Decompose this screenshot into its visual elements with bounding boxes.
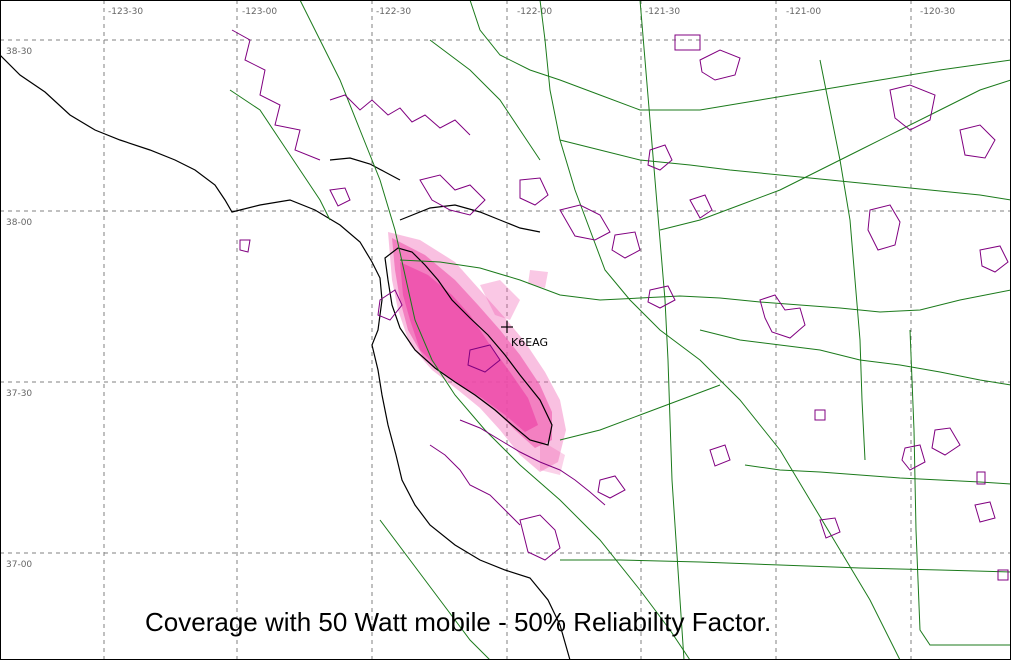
latitude-labels: 38-30 38-00 37-30 37-00 [6, 47, 32, 570]
map-caption: Coverage with 50 Watt mobile - 50% Relia… [145, 607, 771, 637]
lon-tick-label: -121-00 [786, 7, 821, 17]
lon-tick-label: -122-30 [376, 7, 411, 17]
lat-tick-label: 37-30 [6, 389, 32, 399]
lat-tick-label: 38-00 [6, 218, 32, 228]
station-marker[interactable]: K6EAG [501, 321, 548, 349]
lon-tick-label: -122-00 [517, 7, 552, 17]
longitude-labels: -123-30 -123-00 -122-30 -122-00 -121-30 … [108, 7, 955, 17]
lon-tick-label: -123-30 [108, 7, 143, 17]
station-callsign: K6EAG [511, 336, 548, 349]
highways [229, 0, 1011, 660]
coverage-area [388, 232, 566, 475]
lon-tick-label: -123-00 [242, 7, 277, 17]
coastline [0, 54, 571, 660]
lon-tick-label: -120-30 [920, 7, 955, 17]
lat-tick-label: 38-30 [6, 47, 32, 57]
lat-tick-label: 37-00 [6, 560, 32, 570]
lon-tick-label: -121-30 [645, 7, 680, 17]
boundaries [231, 29, 1009, 581]
